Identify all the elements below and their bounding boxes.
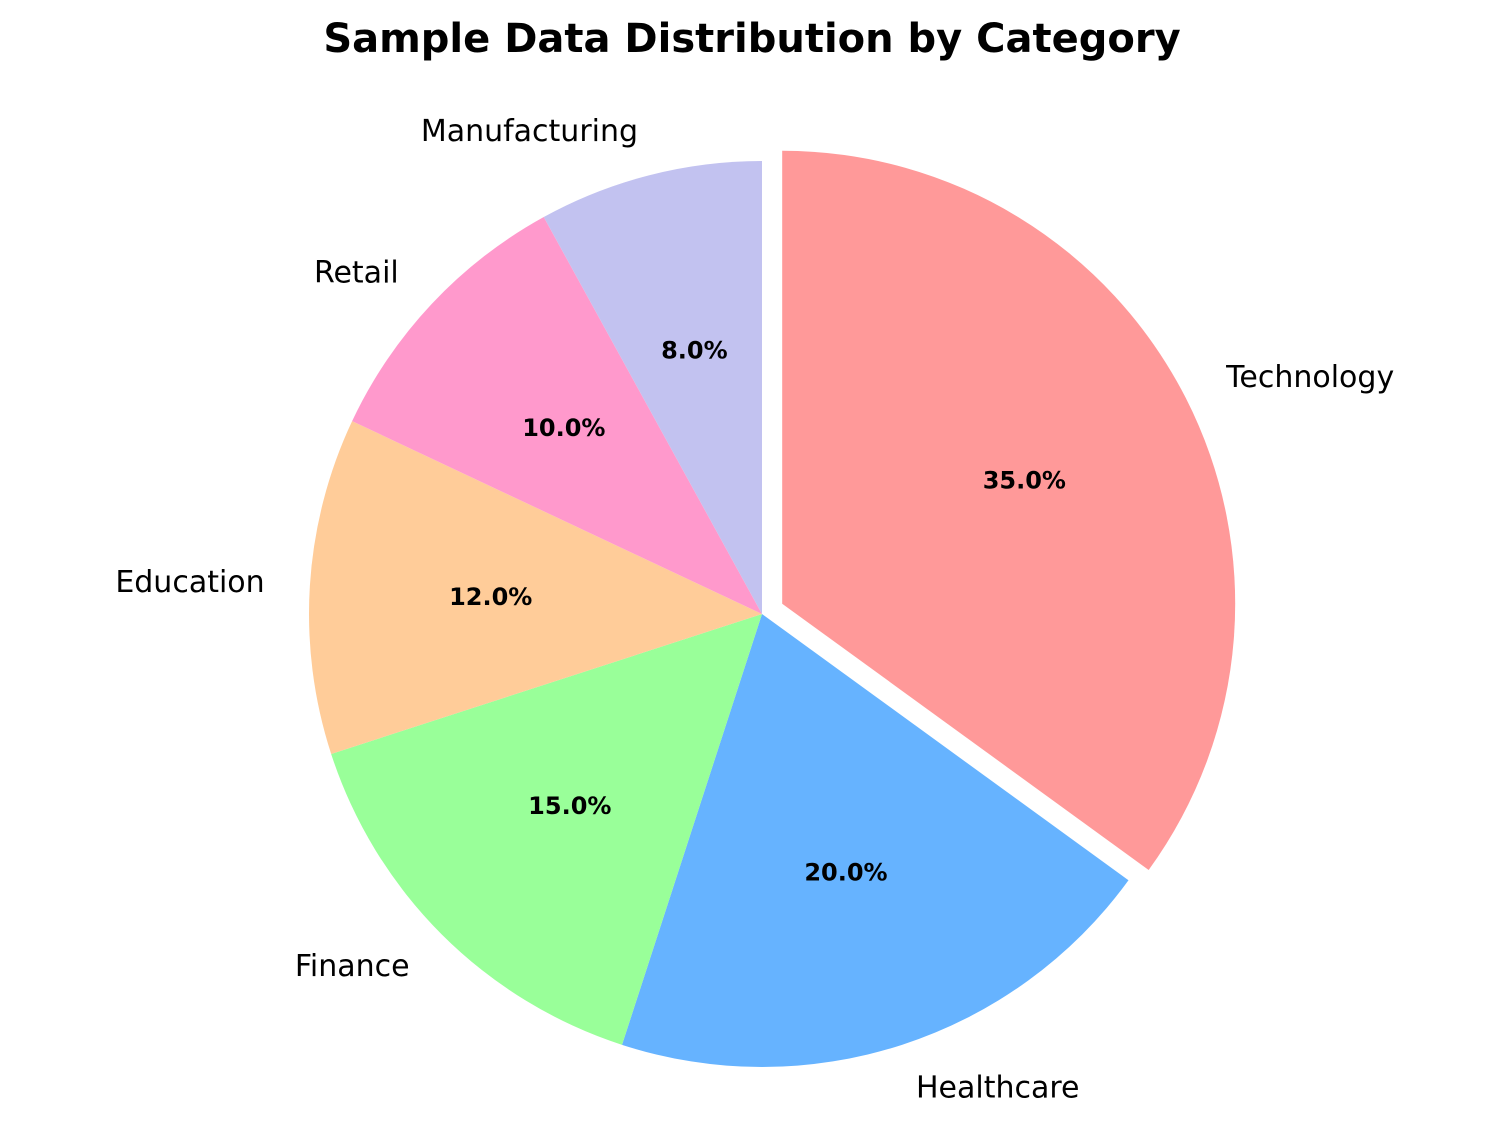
pie-labels: 35.0% Technology 20.0% Healthcare 15.0% Finan… [115, 114, 1394, 1106]
pie-percent-label-education: 12.0% [449, 583, 532, 611]
pie-slice-healthcare [622, 614, 1129, 1067]
pie-slices [308, 150, 1236, 1067]
pie-slice-education [308, 421, 762, 754]
pie-slice-manufacturing [543, 161, 762, 614]
chart-title: Sample Data Distribution by Category [323, 16, 1180, 62]
pie-percent-label-technology: 35.0% [983, 466, 1066, 494]
pie-category-label-education: Education [115, 565, 264, 600]
pie-percent-label-healthcare: 20.0% [804, 858, 887, 886]
pie-percent-label-manufacturing: 8.0% [661, 337, 728, 365]
pie-slice-retail [352, 217, 762, 614]
pie-category-label-technology: Technology [1225, 360, 1394, 395]
pie-slice-finance [331, 614, 762, 1045]
pie-category-label-finance: Finance [295, 949, 410, 984]
pie-category-label-retail: Retail [314, 255, 399, 290]
pie-category-label-healthcare: Healthcare [916, 1070, 1080, 1105]
pie-percent-label-retail: 10.0% [522, 414, 605, 442]
pie-category-label-manufacturing: Manufacturing [421, 114, 638, 149]
pie-percent-label-finance: 15.0% [528, 792, 611, 820]
pie-slice-technology [782, 150, 1236, 870]
